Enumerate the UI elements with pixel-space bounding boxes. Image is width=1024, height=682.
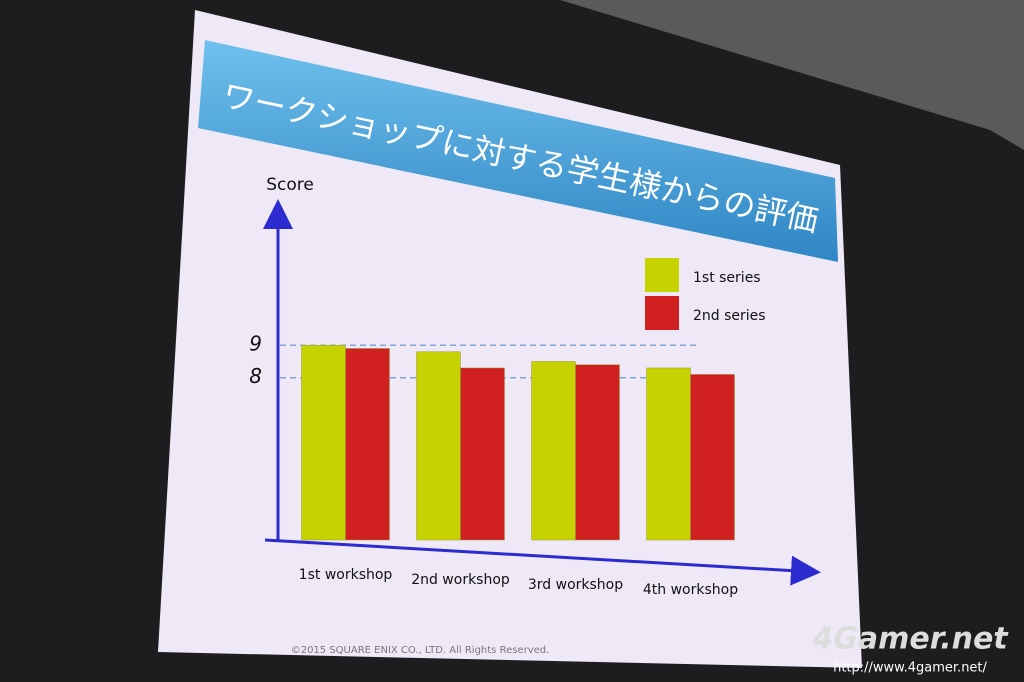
bar xyxy=(646,367,691,541)
legend-swatch xyxy=(645,258,679,292)
x-tick-label: 4th workshop xyxy=(643,582,738,598)
legend-label: 1st series xyxy=(693,270,761,286)
legend-swatch xyxy=(645,296,679,330)
bar xyxy=(690,374,735,541)
y-tick-label: 8 xyxy=(249,364,262,388)
x-axis xyxy=(264,538,821,586)
watermark-url: http://www.4gamer.net/ xyxy=(833,661,987,676)
bar xyxy=(575,364,620,541)
y-axis-label: Score xyxy=(266,175,314,195)
bar xyxy=(301,344,346,541)
title-bar xyxy=(198,40,838,262)
watermark: 4Gamer.net xyxy=(811,622,1009,657)
bar xyxy=(416,351,461,541)
y-tick-label: 9 xyxy=(249,332,262,356)
bar xyxy=(345,348,390,541)
x-tick-label: 2nd workshop xyxy=(411,572,510,588)
legend-label: 2nd series xyxy=(693,308,766,324)
x-tick-label: 3rd workshop xyxy=(528,577,623,593)
ceiling xyxy=(560,0,1024,150)
copyright: ©2015 SQUARE ENIX CO., LTD. All Rights R… xyxy=(291,645,550,656)
bar xyxy=(531,361,576,541)
x-tick-label: 1st workshop xyxy=(299,567,393,583)
bar xyxy=(460,367,505,541)
